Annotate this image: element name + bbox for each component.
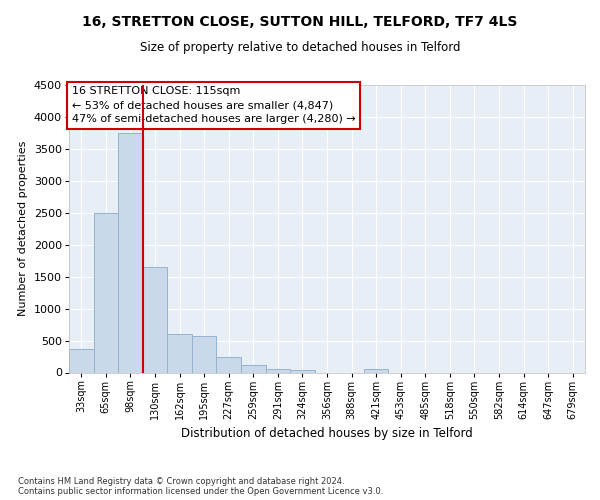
Bar bbox=[69, 349, 94, 372]
Text: Size of property relative to detached houses in Telford: Size of property relative to detached ho… bbox=[140, 41, 460, 54]
Bar bbox=[118, 133, 143, 372]
Bar bbox=[241, 366, 266, 372]
Bar bbox=[217, 358, 241, 372]
X-axis label: Distribution of detached houses by size in Telford: Distribution of detached houses by size … bbox=[181, 428, 473, 440]
Bar bbox=[192, 336, 217, 372]
Text: 16 STRETTON CLOSE: 115sqm
← 53% of detached houses are smaller (4,847)
47% of se: 16 STRETTON CLOSE: 115sqm ← 53% of detac… bbox=[71, 86, 355, 124]
Text: 16, STRETTON CLOSE, SUTTON HILL, TELFORD, TF7 4LS: 16, STRETTON CLOSE, SUTTON HILL, TELFORD… bbox=[82, 16, 518, 30]
Bar bbox=[266, 368, 290, 372]
Bar bbox=[94, 213, 118, 372]
Bar bbox=[167, 334, 192, 372]
Y-axis label: Number of detached properties: Number of detached properties bbox=[19, 141, 28, 316]
Text: Contains public sector information licensed under the Open Government Licence v3: Contains public sector information licen… bbox=[18, 488, 383, 496]
Text: Contains HM Land Registry data © Crown copyright and database right 2024.: Contains HM Land Registry data © Crown c… bbox=[18, 476, 344, 486]
Bar bbox=[290, 370, 315, 372]
Bar bbox=[143, 267, 167, 372]
Bar bbox=[364, 370, 388, 372]
